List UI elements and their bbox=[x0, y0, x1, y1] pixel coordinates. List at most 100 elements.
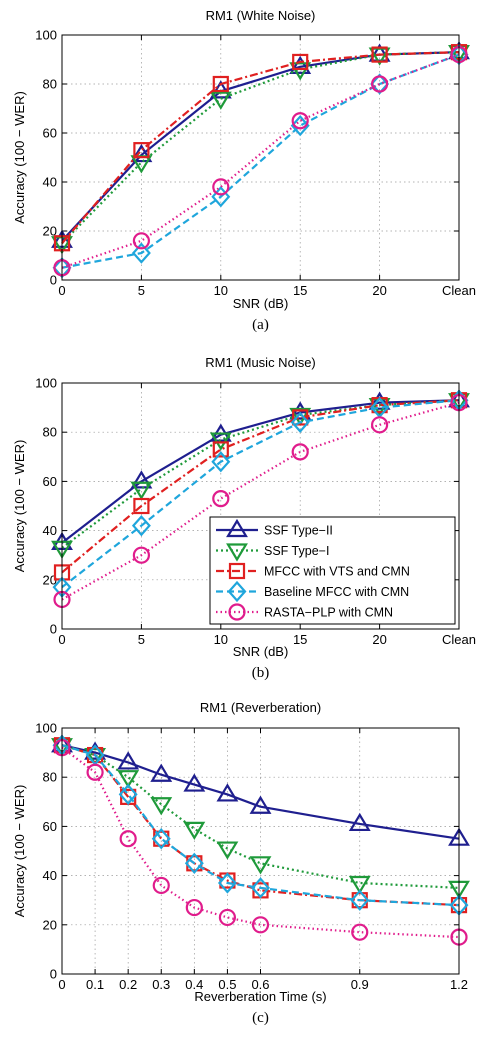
x-axis-label: Reverberation Time (s) bbox=[194, 989, 326, 1004]
series-line bbox=[61, 399, 460, 544]
x-tick-label: 1.2 bbox=[450, 977, 468, 992]
data-point bbox=[117, 751, 140, 770]
data-point bbox=[290, 114, 310, 137]
x-tick-label: 5 bbox=[138, 632, 145, 647]
chart-title: RM1 (White Noise) bbox=[206, 8, 316, 23]
data-point bbox=[133, 497, 150, 515]
x-tick-label: 0.9 bbox=[351, 977, 369, 992]
y-tick-label: 20 bbox=[43, 572, 57, 587]
y-tick-label: 60 bbox=[43, 126, 57, 141]
chart-panel-3: 0 0.1 0.2 0.3 0.4 0.5 0.6 0.9 1.2 0 20 40 60 80 100 RM1… bbox=[12, 700, 470, 1026]
figure-caption: (c) bbox=[252, 1010, 269, 1026]
x-tick-label: 0.1 bbox=[86, 977, 104, 992]
legend-label: SSF Type−II bbox=[264, 524, 333, 538]
legend-marker bbox=[226, 543, 248, 562]
data-point bbox=[251, 877, 270, 899]
data-point bbox=[348, 812, 371, 832]
x-tick-label: 0.2 bbox=[119, 977, 137, 992]
x-tick-label: Clean bbox=[442, 632, 476, 647]
figure-caption: (a) bbox=[252, 317, 269, 333]
data-point bbox=[130, 470, 153, 489]
legend-marker bbox=[228, 562, 246, 580]
data-point bbox=[212, 75, 229, 93]
y-tick-label: 20 bbox=[43, 917, 57, 932]
y-tick-label: 100 bbox=[35, 721, 57, 736]
x-tick-label: 10 bbox=[214, 632, 228, 647]
data-point bbox=[130, 143, 153, 163]
y-tick-label: 0 bbox=[50, 273, 57, 288]
legend-item-4: Baseline MFCC with CMN bbox=[216, 580, 409, 603]
data-point bbox=[131, 515, 151, 537]
legend-marker bbox=[226, 518, 248, 538]
y-tick-label: 60 bbox=[43, 819, 57, 834]
x-tick-label: 0 bbox=[58, 632, 65, 647]
data-point bbox=[251, 916, 270, 934]
data-point bbox=[292, 409, 309, 426]
series-line bbox=[61, 746, 460, 939]
series-5 bbox=[53, 739, 468, 946]
data-point bbox=[249, 856, 272, 875]
series-line bbox=[61, 744, 460, 889]
x-tick-label: 0.4 bbox=[185, 977, 203, 992]
figure-caption: (b) bbox=[252, 665, 270, 681]
y-tick-label: 40 bbox=[43, 868, 57, 883]
y-tick-label: 80 bbox=[43, 770, 57, 785]
series-line bbox=[61, 53, 460, 269]
data-point bbox=[183, 821, 206, 840]
x-tick-label: 15 bbox=[293, 283, 307, 298]
y-tick-label: 40 bbox=[43, 175, 57, 190]
y-tick-label: 100 bbox=[35, 376, 57, 391]
y-tick-label: 80 bbox=[43, 425, 57, 440]
legend-label: SSF Type−I bbox=[264, 544, 329, 558]
axes-frame bbox=[61, 727, 460, 975]
data-point bbox=[292, 53, 309, 71]
x-tick-label: Clean bbox=[442, 283, 476, 298]
x-tick-label: 10 bbox=[214, 283, 228, 298]
data-point bbox=[118, 783, 138, 806]
data-point bbox=[117, 770, 140, 789]
data-point bbox=[289, 55, 312, 74]
data-point bbox=[211, 451, 231, 473]
x-axis-label: SNR (dB) bbox=[233, 644, 289, 659]
data-point bbox=[350, 889, 370, 911]
chart-panel-1: 0 5 10 15 20 Clean 0 20 40 60 80 100 RM1 (White Nois… bbox=[12, 8, 476, 333]
series-4 bbox=[52, 43, 469, 279]
series-4 bbox=[52, 734, 469, 916]
data-point bbox=[371, 46, 388, 63]
data-point bbox=[370, 73, 390, 95]
series-line bbox=[61, 401, 460, 601]
x-tick-label: 15 bbox=[293, 632, 307, 647]
data-point bbox=[183, 773, 206, 792]
data-point bbox=[150, 797, 173, 816]
y-tick-label: 0 bbox=[50, 622, 57, 637]
y-tick-label: 20 bbox=[43, 224, 57, 239]
data-point bbox=[216, 783, 239, 802]
chart-title: RM1 (Music Noise) bbox=[205, 355, 316, 370]
legend-label: RASTA−PLP with CMN bbox=[264, 606, 393, 620]
y-tick-label: 40 bbox=[43, 523, 57, 538]
legend-label: Baseline MFCC with CMN bbox=[264, 585, 409, 599]
x-tick-label: 0.3 bbox=[152, 977, 170, 992]
data-point bbox=[371, 75, 389, 93]
data-point bbox=[132, 232, 150, 250]
data-point bbox=[291, 112, 309, 130]
legend-item-1: SSF Type−II bbox=[216, 518, 333, 538]
data-point bbox=[86, 763, 104, 781]
x-tick-label: 20 bbox=[372, 632, 386, 647]
chart-panel-2: 0 5 10 15 20 Clean 0 20 40 60 80 100 RM1 (Music Nois… bbox=[12, 355, 476, 681]
data-point bbox=[131, 242, 151, 264]
data-point bbox=[371, 416, 389, 434]
legend-item-2: SSF Type−I bbox=[216, 543, 329, 562]
y-tick-label: 80 bbox=[43, 77, 57, 92]
data-point bbox=[368, 391, 391, 410]
data-point bbox=[212, 441, 229, 458]
y-axis-label: Accuracy (100 − WER) bbox=[12, 440, 27, 573]
x-tick-label: 0.6 bbox=[251, 977, 269, 992]
series-line bbox=[61, 744, 460, 840]
x-axis-label: SNR (dB) bbox=[233, 296, 289, 311]
series-line bbox=[61, 399, 460, 574]
data-point bbox=[290, 411, 310, 434]
data-point bbox=[249, 795, 272, 814]
x-tick-label: 20 bbox=[372, 283, 386, 298]
series-line bbox=[61, 51, 460, 244]
